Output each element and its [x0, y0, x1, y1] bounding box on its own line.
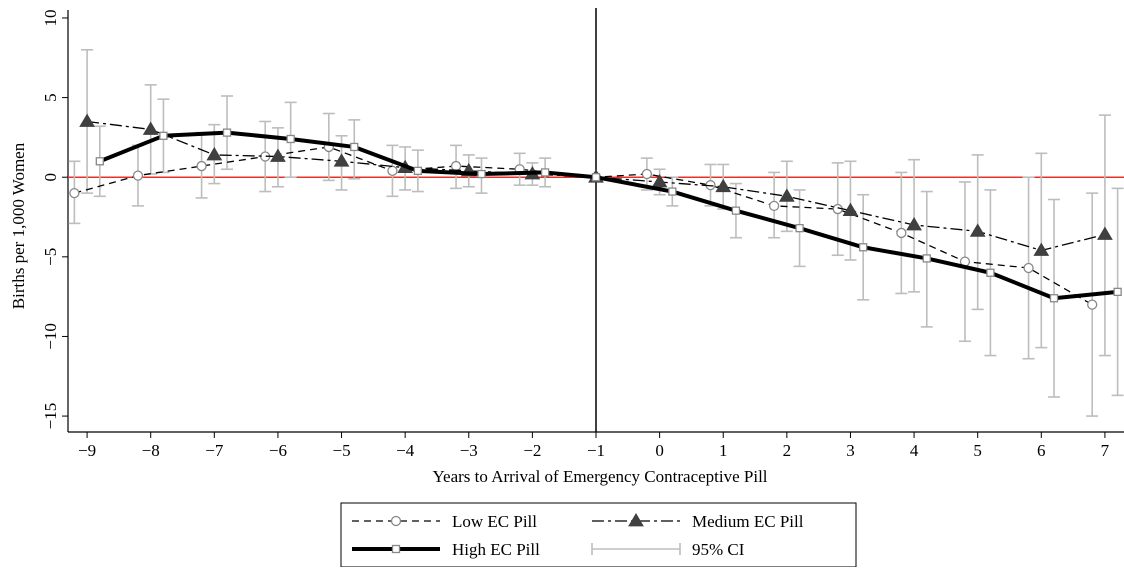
high-ec-pill-point	[668, 187, 677, 196]
x-tick-label: 4	[910, 441, 919, 460]
high-ec-pill-point	[731, 206, 741, 215]
x-tick-label: 6	[1037, 441, 1046, 460]
legend-marker-high-ec-pill	[391, 544, 401, 554]
legend-label-high-ec-pill: High EC Pill	[452, 540, 540, 559]
x-axis-title: Years to Arrival of Emergency Contracept…	[432, 467, 767, 486]
low-ec-pill-point	[768, 200, 780, 212]
low-ec-pill-point	[132, 170, 144, 181]
legend-label-low-ec-pill: Low EC Pill	[452, 512, 537, 531]
y-tick-label: −5	[41, 248, 60, 266]
x-tick-label: −9	[78, 441, 96, 460]
y-tick-label: 10	[41, 9, 60, 26]
y-tick-label: −15	[41, 403, 60, 430]
high-ec-pill-point	[350, 142, 359, 152]
low-ec-pill-line	[74, 146, 1093, 306]
x-tick-label: −2	[523, 441, 541, 460]
legend-marker-medium-ec-pill	[628, 513, 644, 527]
medium-ec-pill-point	[1033, 242, 1050, 256]
low-ec-pill-point	[450, 160, 462, 172]
legend-label-medium-ec-pill: Medium EC Pill	[692, 512, 804, 531]
x-tick-label: −5	[332, 441, 350, 460]
x-tick-label: 7	[1101, 441, 1110, 460]
medium-ec-pill-point	[778, 188, 795, 202]
medium-ec-pill-point	[906, 216, 922, 231]
high-ec-pill-point	[413, 166, 423, 175]
medium-ec-pill-point	[142, 121, 159, 135]
medium-ec-pill-point	[1097, 226, 1113, 240]
x-tick-label: −1	[587, 441, 605, 460]
high-ec-pill-point	[795, 224, 804, 233]
x-tick-label: −4	[396, 441, 415, 460]
y-tick-label: 5	[41, 93, 60, 102]
x-tick-label: 2	[783, 441, 792, 460]
high-ec-pill-point	[95, 157, 104, 166]
legend-marker-low-ec-pill	[390, 515, 402, 527]
low-ec-pill-point	[1023, 262, 1034, 274]
high-ec-pill-point	[540, 168, 550, 177]
low-ec-pill-point	[641, 168, 653, 180]
medium-ec-pill-point	[333, 153, 350, 167]
y-tick-label: 0	[41, 173, 60, 182]
x-tick-label: 3	[846, 441, 855, 460]
high-ec-pill-point	[1113, 287, 1122, 297]
x-tick-label: 0	[655, 441, 664, 460]
legend-box	[340, 502, 857, 568]
y-axis-title: Births per 1,000 Women	[9, 142, 28, 309]
x-tick-label: −8	[142, 441, 160, 460]
x-tick-label: 5	[973, 441, 982, 460]
medium-ec-pill-point	[842, 202, 859, 217]
high-ec-pill-point	[159, 131, 168, 140]
medium-ec-pill-point	[969, 223, 986, 237]
high-ec-pill-point	[222, 128, 232, 137]
high-ec-pill-point	[986, 268, 995, 277]
medium-ec-pill-point	[79, 113, 95, 127]
medium-ec-pill-point	[715, 178, 732, 193]
medium-ec-pill-point	[270, 148, 286, 162]
x-tick-label: −6	[269, 441, 287, 460]
legend: Low EC Pill Medium EC Pill High EC Pill 95%…	[340, 502, 857, 568]
legend-label-95-ci: 95% CI	[692, 540, 745, 559]
high-ec-pill-point	[922, 254, 931, 263]
low-ec-pill-point	[69, 187, 80, 199]
high-ec-pill-point	[859, 243, 868, 252]
high-ec-pill-point	[286, 134, 295, 144]
low-ec-pill-point	[896, 227, 907, 239]
low-ec-pill-point	[1087, 299, 1098, 310]
medium-ec-pill-point	[651, 173, 668, 188]
y-tick-label: −10	[41, 323, 60, 350]
x-tick-label: 1	[719, 441, 728, 460]
low-ec-pill-point	[387, 165, 398, 176]
high-ec-pill-point	[477, 169, 486, 179]
high-ec-pill-point	[1049, 294, 1059, 303]
medium-ec-pill-point	[206, 146, 223, 161]
x-tick-label: −3	[460, 441, 478, 460]
high-ec-pill-point	[591, 173, 601, 182]
low-ec-pill-point	[196, 160, 207, 172]
x-tick-label: −7	[205, 441, 224, 460]
